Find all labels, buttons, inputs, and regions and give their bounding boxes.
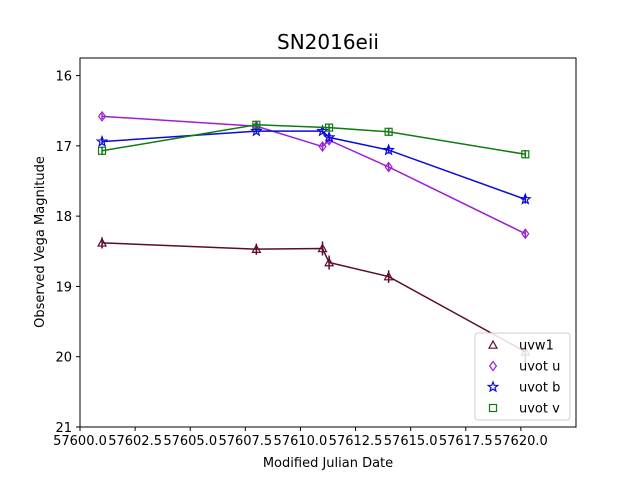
x-tick-label: 57605.0	[163, 434, 217, 449]
x-tick-label: 57600.0	[53, 434, 107, 449]
legend-box	[474, 332, 571, 421]
y-tick-label: 20	[55, 351, 72, 366]
legend-marker-uvot-u	[488, 360, 498, 372]
data-point-uvot-v	[252, 120, 261, 129]
legend-label-uvot-v: uvot v	[519, 402, 560, 417]
x-axis: 57600.0 57602.5 57605.0 57607.5 57610.0 57612…	[53, 427, 548, 449]
data-point-uvot-b	[518, 192, 532, 205]
data-point-uvot-v	[97, 146, 107, 155]
data-point-uvw1	[383, 271, 394, 281]
data-point-uvot-b	[249, 124, 263, 137]
legend-label-uvw1: uvw1	[519, 339, 554, 354]
x-tick-label: 57610.0	[274, 434, 328, 449]
series-uvot-u	[97, 110, 530, 240]
plot-frame	[79, 57, 577, 428]
x-tick-label: 57607.5	[218, 434, 272, 449]
data-point-uvw1	[251, 243, 262, 253]
data-point-uvot-b	[95, 134, 109, 148]
data-point-uvw1	[97, 237, 108, 247]
data-point-uvw1	[317, 243, 328, 253]
data-point-uvot-b	[322, 130, 336, 143]
x-axis-label: Modified Julian Date	[263, 456, 393, 471]
series-uvot-v	[97, 120, 530, 159]
data-point-uvot-u	[318, 141, 327, 153]
legend-label-uvot-u: uvot u	[519, 360, 560, 375]
y-tick-label: 17	[55, 140, 72, 155]
data-point-uvot-v	[384, 127, 393, 136]
data-point-uvot-b	[382, 143, 396, 156]
y-tick-label: 21	[55, 421, 72, 436]
series-uvot-b	[95, 124, 532, 205]
legend-marker-uvw1	[487, 339, 499, 349]
series-line-uvot-u	[101, 115, 526, 235]
x-tick-label: 57612.5	[329, 434, 383, 449]
data-point-uvot-v	[521, 150, 530, 159]
data-point-uvw1	[324, 257, 335, 267]
data-point-uvot-u	[521, 228, 530, 240]
series-line-uvw1	[102, 242, 526, 353]
legend: uvw1 uvot u uvot b uvot v	[474, 332, 571, 421]
y-tick-label: 16	[55, 70, 72, 85]
y-tick-label: 19	[55, 280, 72, 295]
x-tick-label: 57617.5	[439, 434, 493, 449]
data-point-uvot-v	[325, 123, 334, 132]
y-axis-label: Observed Vega Magnitude	[33, 156, 48, 328]
legend-label-uvot-b: uvot b	[519, 381, 560, 396]
x-tick-label: 57620.0	[494, 434, 548, 449]
legend-marker-uvot-b	[486, 380, 500, 393]
x-tick-label: 57602.5	[108, 434, 162, 449]
x-tick-label: 57615.0	[384, 434, 438, 449]
data-point-uvot-u	[97, 110, 107, 122]
series-layer	[95, 110, 532, 363]
y-tick-label: 18	[55, 210, 72, 225]
chart-title: SN2016eii	[277, 30, 379, 54]
series-uvw1	[97, 237, 531, 363]
legend-marker-uvot-v	[488, 403, 498, 413]
y-axis: 16 17 18 19 20 21	[55, 70, 80, 436]
data-point-uvot-u	[384, 161, 393, 173]
